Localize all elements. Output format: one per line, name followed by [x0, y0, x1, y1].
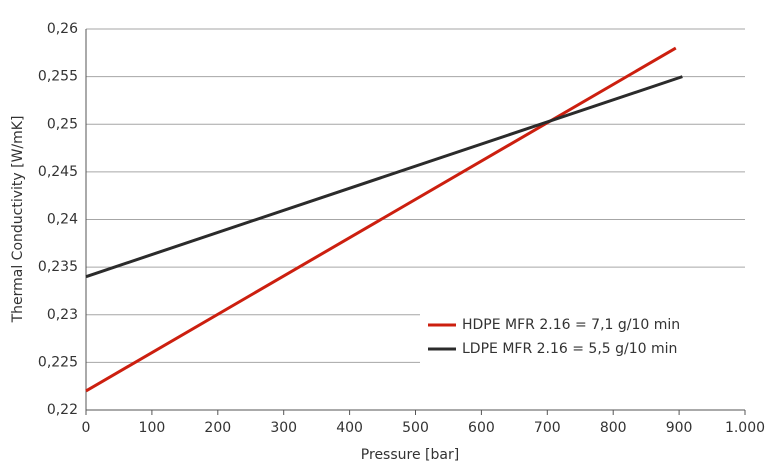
y-tick-label: 0,25 [47, 116, 78, 132]
legend-label: HDPE MFR 2.16 = 7,1 g/10 min [462, 317, 680, 333]
legend-label: LDPE MFR 2.16 = 5,5 g/10 min [462, 341, 677, 357]
legend-box [420, 310, 745, 370]
x-tick-label: 900 [666, 420, 693, 436]
y-tick-label: 0,26 [47, 21, 78, 37]
x-tick-label: 1.000 [725, 420, 765, 436]
y-tick-label: 0,23 [47, 307, 78, 323]
x-tick-label: 400 [336, 420, 363, 436]
x-axis-label: Pressure [bar] [361, 447, 459, 463]
x-tick-label: 600 [468, 420, 495, 436]
line [85, 46, 677, 393]
x-tick-label: 500 [402, 420, 429, 436]
x-tick-label: 700 [534, 420, 561, 436]
x-tick-label: 0 [82, 420, 91, 436]
y-tick-label: 0,235 [38, 259, 78, 275]
x-tick-label: 300 [270, 420, 297, 436]
y-axis-label: Thermal Conductivity [W/mK] [10, 116, 26, 324]
x-tick-label: 200 [204, 420, 231, 436]
y-tick-label: 0,22 [47, 402, 78, 418]
line [85, 75, 683, 279]
x-tick-label: 800 [600, 420, 627, 436]
y-tick-label: 0,24 [47, 212, 78, 228]
x-tick-label: 100 [139, 420, 166, 436]
y-tick-label: 0,245 [38, 164, 78, 180]
y-tick-label: 0,225 [38, 354, 78, 370]
y-tick-label: 0,255 [38, 69, 78, 85]
